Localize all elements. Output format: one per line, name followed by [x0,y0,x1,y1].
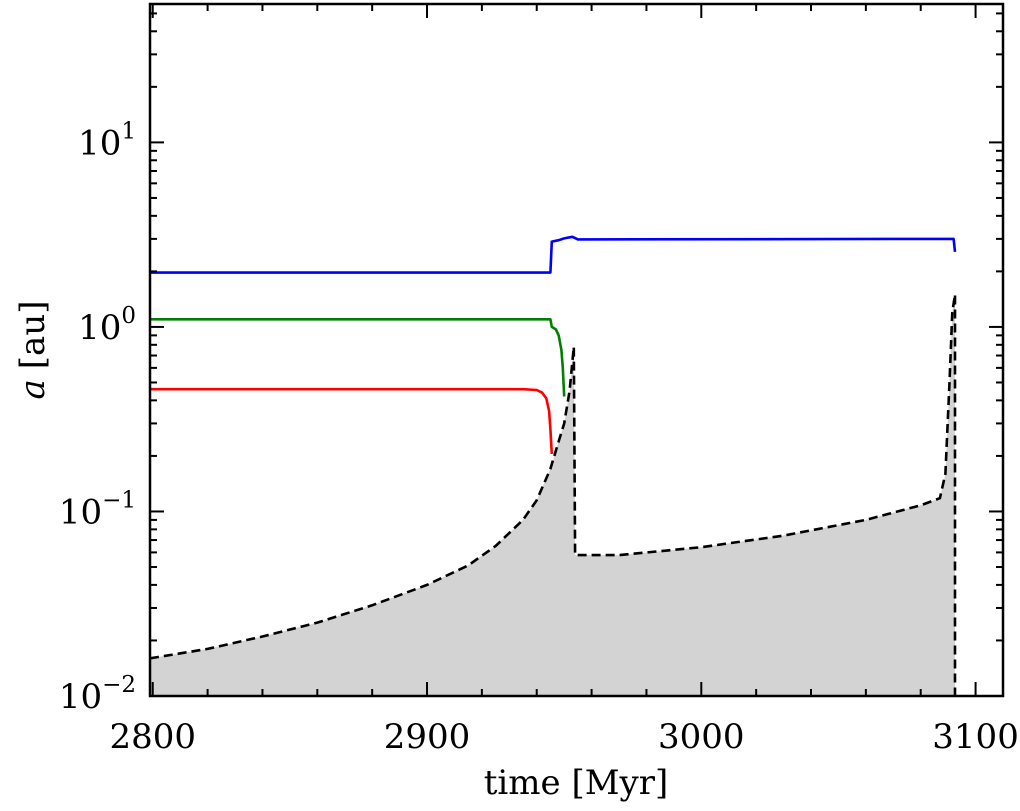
y-tick-exponent: −1 [102,487,136,513]
y-tick-label: 10−2 [59,672,136,717]
series-line-2 [150,387,554,454]
y-axis-label: a [au] [13,301,53,400]
x-tick-label: 2900 [384,717,471,757]
x-tick-label: 3100 [932,717,1019,757]
y-axis-unit: [au] [13,301,53,370]
y-tick-base: 10 [59,492,102,532]
x-tick-labels: 2800 2900 3000 3100 [109,717,1018,757]
filled-area-3 [150,294,955,696]
x-axis-label: time [Myr] [484,763,669,803]
y-tick-exponent: 1 [121,118,136,144]
filled-region-layer [150,294,955,696]
y-tick-label: 100 [78,303,136,348]
y-tick-exponent: 0 [121,303,136,329]
x-tick-label: 3000 [658,717,745,757]
y-axis-variable: a [13,379,53,399]
plot-frame [148,2,1005,698]
y-tick-label: 101 [78,118,136,163]
x-tick-label: 2800 [109,717,196,757]
y-tick-base: 10 [78,123,121,163]
series-line-1 [150,318,566,397]
y-tick-base: 10 [59,677,102,717]
y-tick-label: 10−1 [59,487,136,532]
series-line-3 [150,293,957,696]
series-layer [150,235,957,696]
y-tick-base: 10 [78,308,121,348]
y-tick-exponent: −2 [102,672,136,698]
series-line-0 [150,235,957,274]
